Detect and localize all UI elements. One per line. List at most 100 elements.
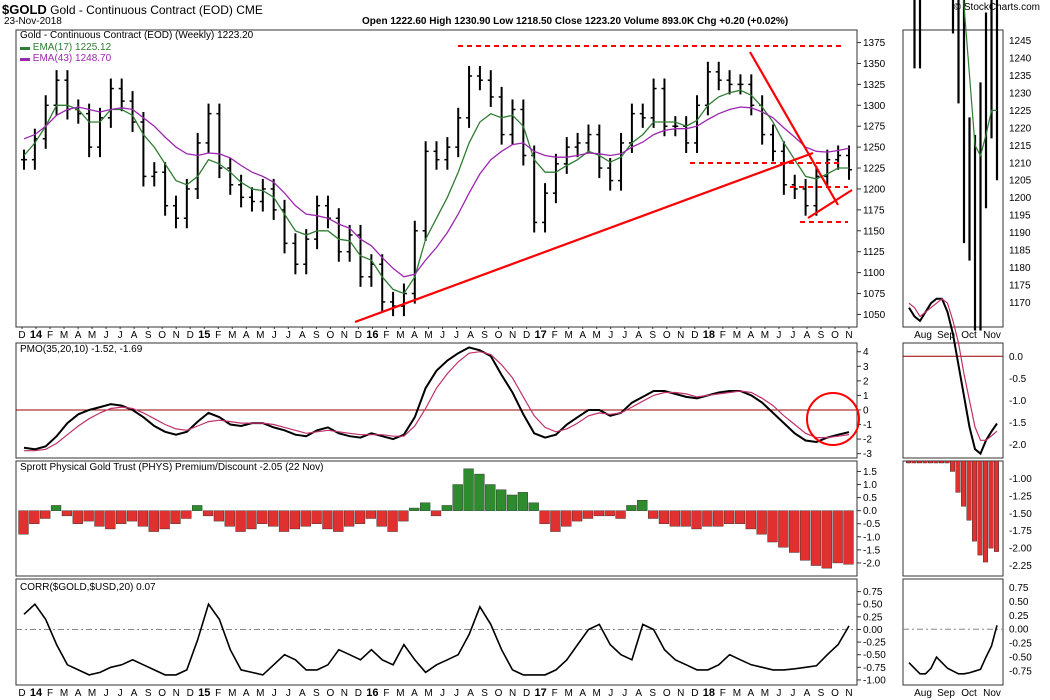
corr-xtick-label: A [467,688,474,699]
premium-discount-bar [376,510,387,527]
premium-discount-bar [680,510,691,527]
corr-xtick-label: O [663,688,671,699]
zoom-premium-discount-bar [939,460,944,464]
ema43-line [23,106,850,278]
price-xtick-label: O [158,330,166,341]
price-ytick-label: 1125 [863,247,885,258]
corr-xtick-label: J [104,688,109,699]
price-xtick-label: S [481,330,488,341]
corr-xtick-label: D [523,688,530,699]
corr-line [23,602,850,676]
price-xtick-label: D [355,330,362,341]
corr-xtick-label: F [215,688,221,699]
pd-ytick-label: -1.0 [863,532,881,543]
zoom-price-ytick-label: 1205 [1009,176,1032,187]
corr-xtick-label: A [579,688,586,699]
corr-xtick-label: O [326,688,334,699]
price-xtick-label: J [272,330,277,341]
pd-panel-frame [15,460,858,577]
premium-discount-bar [278,510,290,532]
price-xtick-label: A [579,330,586,341]
pmo-signal-line [24,351,850,452]
pmo-highlight-circle [806,392,860,446]
zoom-ema17-line [963,0,997,158]
premium-discount-bar [148,510,159,532]
pd-ytick-label: -1.5 [863,545,881,556]
corr-xtick-label: M [396,688,404,699]
price-xtick-label: J [776,330,781,341]
price-xtick-label: F [215,330,221,341]
premium-discount-bar [333,510,344,532]
corr-xtick-label: S [313,688,320,699]
zoom-price-xtick-label: Sep [937,330,955,341]
corr-xtick-label: N [509,688,516,699]
pmo-panel-title: PMO(35,20,10) -1.52, -1.69 [20,344,143,355]
zoom-pmo-ytick-label: 0.0 [1009,352,1023,363]
price-xtick-label: O [831,330,839,341]
zoom-premium-discount-bar [944,460,950,464]
zoom-corr-ytick-label: 0.00 [1009,625,1029,636]
corr-ytick-label: 0.00 [863,625,883,636]
zoom-pmo-line [908,297,998,441]
zoom-premium-discount-bar [922,460,928,464]
price-ytick-label: 1250 [863,143,886,154]
corr-xtick-label: N [677,688,684,699]
corr-xtick-label: S [481,688,488,699]
corr-ytick-label: -0.50 [863,650,886,661]
premium-discount-bar [561,510,572,527]
pd-ytick-label: 0.0 [863,506,877,517]
pd-ytick-label: 0.5 [863,493,877,504]
price-xtick-label: D [18,330,25,341]
price-xtick-label: A [635,330,642,341]
corr-ytick-label: -1.00 [863,675,886,686]
price-xtick-label: A [75,330,82,341]
corr-ytick-label: -0.25 [863,638,886,649]
price-xtick-label: M [60,330,68,341]
price-xtick-label: J [104,330,109,341]
corr-xtick-label: M [733,688,741,699]
zoom-pmo-line [908,297,998,456]
premium-discount-bar [734,510,746,524]
zoom-corr-xtick-label: Aug [914,688,932,699]
price-xtick-label: M [396,330,404,341]
chart-date: 23-Nov-2018 [4,16,62,27]
premium-discount-bar [767,510,778,543]
rising-trendline [354,151,814,324]
corr-xtick-label: A [299,688,306,699]
price-xtick-label: 15 [198,329,210,341]
premium-discount-bar [452,484,463,511]
corr-xtick-label: M [88,688,96,699]
corr-xtick-label: A [131,688,138,699]
price-xtick-label: N [677,330,684,341]
pd-panel-zoom-frame [902,460,1004,577]
corr-xtick-label: F [720,688,726,699]
premium-discount-bar [257,510,268,524]
zoom-price-ytick-label: 1185 [1009,246,1031,257]
premium-discount-bar [105,510,116,530]
zoom-price-ytick-label: 1235 [1009,71,1032,82]
premium-discount-bar [159,510,170,530]
premium-discount-bar [246,510,257,530]
price-panel-frame [15,29,858,328]
price-xtick-label: D [187,330,194,341]
premium-discount-bar [669,510,680,527]
zoom-pmo-ytick-label: -0.5 [1009,374,1027,385]
premium-discount-bar [50,505,62,511]
price-ytick-label: 1075 [863,289,886,300]
price-xtick-label: M [228,330,236,341]
price-xtick-label: A [411,330,418,341]
zoom-price-ytick-label: 1220 [1009,123,1032,134]
pmo-ytick-label: -1 [863,420,872,431]
price-ytick-label: 1275 [863,122,886,133]
corr-xtick-label: J [440,688,445,699]
corr-xtick-label: J [608,688,613,699]
corr-ytick-label: 0.75 [863,587,883,598]
premium-discount-bar [582,510,594,519]
premium-discount-bar [235,510,246,532]
zoom-price-ytick-label: 1195 [1009,211,1031,222]
price-xtick-label: 18 [703,329,715,341]
pd-ytick-label: -0.5 [863,519,881,530]
zoom-premium-discount-bar [955,460,961,493]
pmo-panel-frame [15,342,858,459]
corr-xtick-label: A [411,688,418,699]
